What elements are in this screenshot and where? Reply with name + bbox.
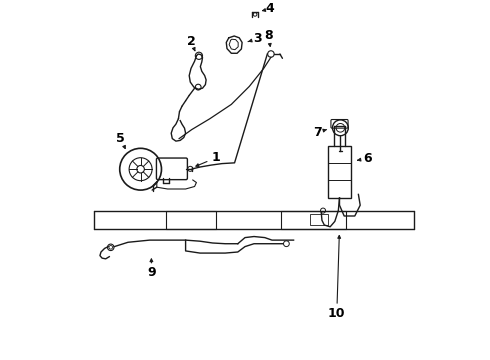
Text: 9: 9 [147, 266, 156, 279]
Text: 4: 4 [266, 3, 274, 15]
Bar [328, 146, 351, 198]
Text: 6: 6 [363, 152, 372, 165]
Bar [166, 211, 216, 229]
Text: 10: 10 [328, 307, 345, 320]
Bar [281, 211, 346, 229]
Text: 3: 3 [253, 32, 262, 45]
Text: 7: 7 [313, 126, 321, 139]
Text: 5: 5 [117, 132, 125, 145]
Text: 1: 1 [212, 151, 220, 164]
Text: 8: 8 [264, 29, 273, 42]
Text: 2: 2 [187, 35, 196, 48]
Bar [310, 214, 328, 225]
